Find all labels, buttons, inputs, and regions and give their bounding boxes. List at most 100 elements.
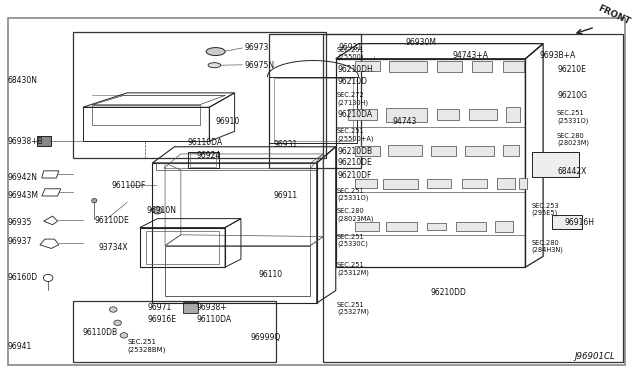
Text: 96160D: 96160D: [7, 273, 37, 282]
Text: 96210DE: 96210DE: [337, 158, 372, 167]
Bar: [355, 222, 379, 231]
Text: 96210DA: 96210DA: [337, 110, 372, 119]
Text: (25328BM): (25328BM): [127, 346, 166, 353]
Text: SEC.251: SEC.251: [337, 47, 365, 53]
FancyBboxPatch shape: [183, 302, 198, 313]
Ellipse shape: [92, 199, 97, 203]
Bar: [495, 221, 513, 232]
Text: 96938+: 96938+: [196, 303, 227, 312]
Text: SEC.280: SEC.280: [337, 208, 365, 214]
Text: 96942N: 96942N: [7, 173, 37, 182]
Bar: [355, 146, 380, 156]
Text: SEC.251: SEC.251: [337, 188, 365, 194]
Text: 96916E: 96916E: [147, 315, 177, 324]
Text: (25500+A): (25500+A): [337, 135, 374, 142]
Text: 94743+A: 94743+A: [452, 51, 489, 60]
Bar: [74, 32, 326, 157]
Text: 94743: 94743: [393, 117, 417, 126]
Ellipse shape: [206, 48, 225, 55]
Text: (25331O): (25331O): [337, 195, 369, 201]
Text: 68442X: 68442X: [557, 167, 586, 176]
Bar: [532, 152, 579, 177]
Bar: [437, 61, 462, 73]
Text: 96110DF: 96110DF: [111, 181, 146, 190]
Text: 96916H: 96916H: [564, 218, 595, 227]
Text: 96110DB: 96110DB: [83, 328, 118, 337]
Text: 96938+B: 96938+B: [7, 137, 43, 146]
Text: 96943M: 96943M: [7, 191, 38, 200]
Bar: [428, 222, 446, 231]
Text: SEC.251: SEC.251: [337, 234, 365, 240]
Bar: [462, 179, 488, 188]
Bar: [355, 61, 380, 71]
Text: 96210E: 96210E: [557, 65, 586, 74]
Bar: [506, 107, 520, 122]
Bar: [503, 61, 524, 73]
Text: 96935: 96935: [7, 218, 31, 227]
Text: (25327M): (25327M): [337, 309, 369, 315]
Bar: [383, 179, 418, 189]
Text: J96901CL: J96901CL: [575, 352, 615, 360]
Text: 96210D: 96210D: [337, 77, 367, 86]
Bar: [437, 109, 459, 120]
Text: 96941: 96941: [7, 342, 31, 352]
Text: 93734X: 93734X: [99, 243, 128, 252]
Ellipse shape: [120, 333, 128, 338]
Text: (28023MA): (28023MA): [337, 215, 374, 222]
Text: 96210DF: 96210DF: [337, 171, 371, 180]
Text: (284H3N): (284H3N): [532, 247, 564, 253]
Text: (28023M): (28023M): [557, 140, 589, 147]
Text: SEC.251: SEC.251: [337, 302, 365, 308]
Bar: [552, 215, 582, 230]
Text: 96999Q: 96999Q: [250, 333, 281, 341]
Text: 96210G: 96210G: [557, 91, 587, 100]
Text: 96937: 96937: [7, 237, 31, 247]
Text: 96910N: 96910N: [146, 206, 176, 215]
Text: 96930M: 96930M: [405, 38, 436, 47]
Bar: [387, 222, 417, 231]
Text: 96924: 96924: [196, 151, 221, 160]
Text: SEC.280: SEC.280: [532, 240, 559, 246]
Text: SEC.251: SEC.251: [127, 339, 156, 345]
Ellipse shape: [109, 307, 117, 312]
Text: 96921: 96921: [339, 44, 363, 52]
Bar: [323, 33, 623, 362]
Text: SEC.251: SEC.251: [337, 262, 365, 268]
Bar: [390, 61, 428, 73]
Text: 96910: 96910: [216, 117, 240, 126]
Text: (25331O): (25331O): [557, 117, 588, 124]
Bar: [497, 178, 515, 189]
Text: SEC.253: SEC.253: [532, 203, 559, 209]
Text: SEC.272: SEC.272: [337, 92, 365, 98]
Text: (25330C): (25330C): [337, 241, 368, 247]
Text: 96971: 96971: [147, 303, 172, 312]
Text: (25500): (25500): [337, 54, 364, 60]
Text: SEC.251: SEC.251: [557, 110, 585, 116]
Text: 96975N: 96975N: [244, 61, 274, 70]
Ellipse shape: [114, 320, 122, 326]
Text: (27130H): (27130H): [337, 99, 368, 106]
Text: 96973: 96973: [244, 44, 268, 52]
FancyBboxPatch shape: [37, 136, 51, 146]
Bar: [74, 301, 276, 362]
Text: 96110DE: 96110DE: [94, 216, 129, 225]
Bar: [387, 108, 428, 122]
Text: 96931: 96931: [274, 140, 298, 149]
Text: 9693B+A: 9693B+A: [540, 51, 576, 60]
Bar: [428, 179, 451, 188]
Text: FRONT: FRONT: [596, 4, 632, 26]
Bar: [348, 109, 377, 120]
Bar: [465, 146, 494, 156]
Bar: [519, 178, 527, 189]
Text: SEC.280: SEC.280: [557, 133, 585, 139]
Ellipse shape: [153, 207, 162, 214]
Bar: [472, 61, 492, 73]
Text: 96110: 96110: [259, 270, 283, 279]
Text: 96110DA: 96110DA: [196, 315, 232, 324]
Ellipse shape: [208, 63, 221, 68]
Bar: [468, 109, 497, 120]
Text: 96911: 96911: [274, 192, 298, 201]
Bar: [355, 179, 377, 188]
Text: 96210DD: 96210DD: [431, 288, 467, 298]
Bar: [269, 33, 361, 168]
